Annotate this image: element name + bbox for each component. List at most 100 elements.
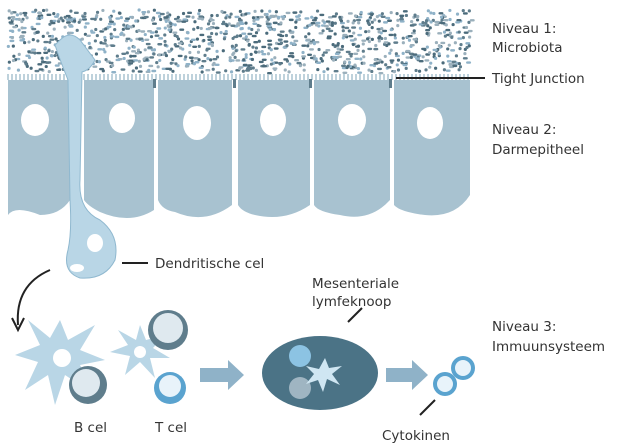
microbe [244, 53, 248, 57]
microbe [285, 44, 289, 48]
microbe [144, 38, 150, 41]
microbe [285, 11, 291, 15]
microbe [200, 70, 204, 74]
microbe [412, 29, 416, 33]
microbe [108, 15, 112, 19]
microbe [367, 68, 371, 72]
microbe [11, 29, 15, 34]
microbe [330, 23, 334, 28]
microbe [210, 42, 214, 47]
microbe [25, 54, 31, 58]
microbe [110, 63, 115, 68]
microbe [241, 32, 247, 35]
microbe [315, 9, 320, 13]
microbe [192, 27, 196, 31]
microbe [65, 21, 71, 24]
microbe [325, 27, 331, 30]
microbe [95, 10, 100, 14]
tight-junction [153, 79, 156, 88]
microbe [94, 27, 98, 32]
microbe [364, 30, 368, 34]
microbe [455, 61, 459, 65]
microbe [386, 66, 392, 69]
microbe [304, 17, 310, 20]
microbe [143, 32, 147, 37]
microbe [279, 30, 285, 33]
microbe [93, 39, 97, 43]
microbe [334, 52, 340, 56]
microbe [11, 17, 15, 21]
microbe [370, 37, 374, 41]
microbe [103, 38, 107, 42]
microbe [45, 56, 49, 60]
dendritic-cell [54, 34, 117, 279]
microbe [393, 41, 399, 44]
microbe [348, 64, 352, 69]
microbe [163, 43, 167, 47]
microbe [467, 29, 473, 33]
microbe [342, 33, 348, 37]
microbe [24, 62, 28, 66]
microbe [7, 9, 11, 13]
microbe [11, 44, 15, 48]
microbe [129, 38, 133, 42]
microbe [463, 52, 467, 56]
microbe [235, 59, 241, 62]
microbe [358, 26, 363, 30]
microbe [33, 51, 37, 55]
microbe [370, 69, 374, 74]
microbe [63, 25, 67, 29]
microbe [197, 58, 201, 62]
microbe [10, 35, 14, 40]
microbe [157, 14, 162, 18]
microbe [393, 36, 397, 40]
label: Tight Junction [491, 71, 585, 87]
nucleus [21, 104, 49, 136]
microbe [455, 12, 460, 16]
microbe [439, 15, 444, 19]
microbe [301, 55, 307, 58]
microbe [229, 12, 233, 16]
microbe [465, 45, 469, 50]
microbe [317, 47, 321, 52]
microbe [319, 13, 325, 17]
microbe [291, 54, 295, 59]
microbe [396, 68, 401, 72]
microbe [247, 26, 251, 30]
microbe [205, 69, 211, 72]
microbe [333, 32, 337, 36]
microbe [294, 25, 298, 30]
microbe [262, 65, 268, 68]
microbe [108, 61, 114, 65]
microbe [45, 8, 49, 12]
microbe [251, 45, 255, 49]
microbe [377, 36, 381, 40]
microbe [258, 15, 264, 19]
microbe [143, 48, 147, 52]
microbe [267, 71, 273, 75]
microbe [65, 14, 71, 18]
microbe [349, 54, 353, 58]
cell-inner [153, 313, 183, 343]
microbe [214, 63, 220, 67]
microbe [411, 23, 417, 26]
microbe [137, 70, 143, 73]
microbe [351, 42, 355, 47]
microbe [242, 63, 248, 67]
microbe [147, 68, 151, 72]
microbe [181, 20, 187, 23]
microbe [250, 57, 254, 62]
microbe [17, 52, 21, 56]
microbe [450, 35, 454, 40]
microbe [415, 18, 420, 22]
microbe [176, 37, 181, 41]
microbe [299, 10, 303, 14]
microbe [75, 28, 79, 32]
microbe [205, 47, 211, 51]
microbe [184, 55, 188, 59]
microbe [325, 20, 331, 23]
microbe [176, 64, 180, 68]
microbe [254, 31, 259, 35]
microbe [379, 31, 383, 35]
microbe [17, 17, 21, 21]
